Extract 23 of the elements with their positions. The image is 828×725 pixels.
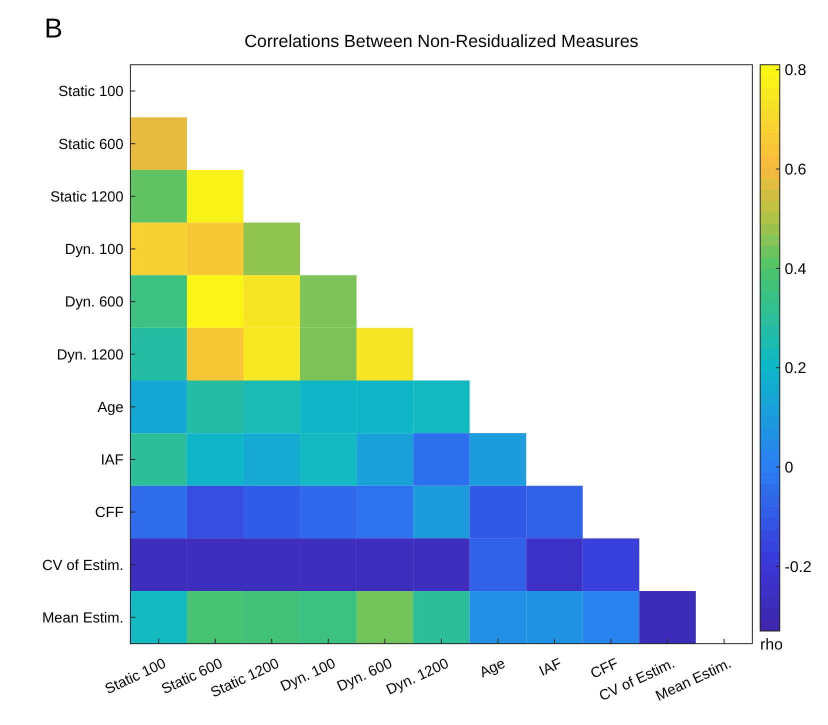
y-tick-label: CFF xyxy=(95,505,124,522)
y-tick-label: Age xyxy=(97,400,124,416)
y-tick-label: Static 100 xyxy=(58,84,124,100)
chart-title: Correlations Between Non-Residualized Measures xyxy=(244,31,639,52)
y-tick-label: Static 1200 xyxy=(50,189,124,206)
color-bar-label: 0.2 xyxy=(784,360,806,378)
x-tick-label: IAF xyxy=(536,656,564,680)
color-bar-label: 0 xyxy=(784,460,794,477)
y-tick-label: Dyn. 1200 xyxy=(56,347,124,364)
y-tick-label: Mean Estim. xyxy=(42,610,124,626)
y-tick-label: Dyn. 100 xyxy=(64,242,124,258)
color-bar-label: -0.2 xyxy=(784,558,812,576)
color-bar-label: 0.8 xyxy=(784,62,807,80)
y-tick-label: Static 600 xyxy=(58,136,124,153)
text: B xyxy=(44,12,63,44)
x-tick-label: CFF xyxy=(588,656,621,682)
y-tick-label: Dyn. 600 xyxy=(64,294,124,311)
color-bar-label: 0.4 xyxy=(784,260,807,278)
color-bar-title: rho xyxy=(760,636,784,654)
y-tick-label: IAF xyxy=(100,452,124,469)
x-tick-label: Age xyxy=(477,656,508,682)
y-tick-label: CV of Estim. xyxy=(42,558,124,574)
color-bar-label: 0.6 xyxy=(784,162,806,178)
